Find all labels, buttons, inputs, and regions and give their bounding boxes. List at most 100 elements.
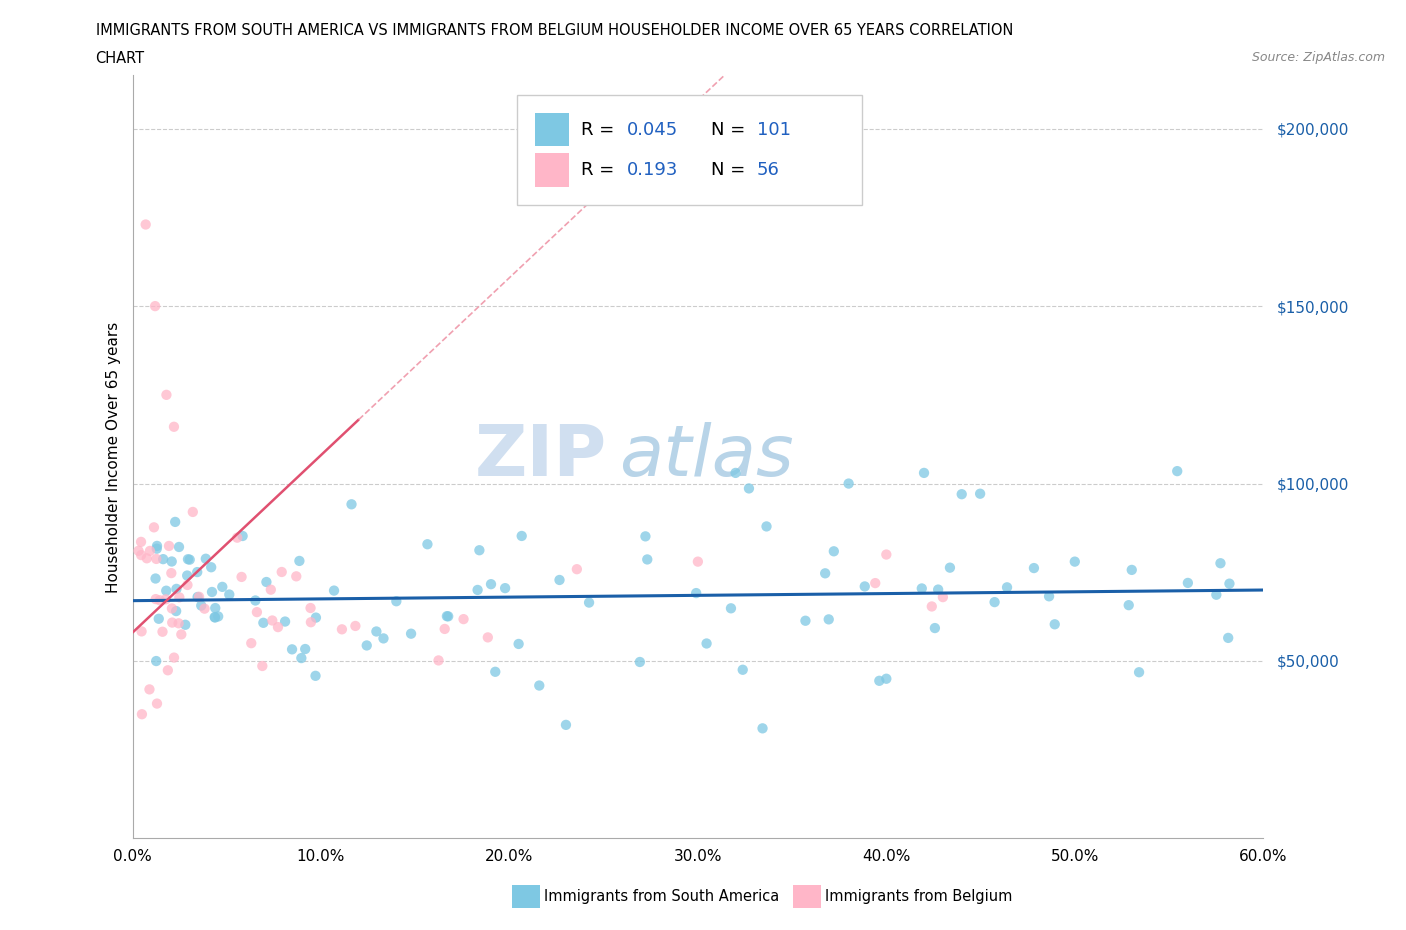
Text: 0.045: 0.045 <box>627 121 678 139</box>
Point <box>868 673 890 688</box>
FancyBboxPatch shape <box>517 95 862 206</box>
Point <box>548 573 571 588</box>
FancyBboxPatch shape <box>536 153 569 187</box>
Point <box>167 616 190 631</box>
Text: R =: R = <box>582 121 620 139</box>
Point <box>193 601 215 616</box>
Point <box>135 217 157 232</box>
Point <box>305 610 328 625</box>
Point <box>145 591 167 606</box>
Point <box>385 593 408 608</box>
Point <box>484 664 506 679</box>
Point <box>686 554 709 569</box>
Point <box>174 618 197 632</box>
Point <box>128 543 150 558</box>
Point <box>170 627 193 642</box>
Point <box>494 580 516 595</box>
Point <box>290 651 312 666</box>
Point <box>270 565 292 579</box>
Point <box>218 587 240 602</box>
Point <box>204 601 226 616</box>
Point <box>152 551 174 566</box>
Point <box>138 682 160 697</box>
Point <box>823 544 845 559</box>
Point <box>145 654 167 669</box>
Point <box>751 721 773 736</box>
Point <box>254 575 277 590</box>
Point <box>1205 587 1227 602</box>
Point <box>685 586 707 601</box>
Point <box>146 697 169 711</box>
Point <box>148 611 170 626</box>
Point <box>194 551 217 566</box>
Point <box>160 615 183 630</box>
Point <box>145 541 167 556</box>
Point <box>232 528 254 543</box>
Text: Immigrants from South America: Immigrants from South America <box>544 889 779 904</box>
Point <box>479 577 502 591</box>
Point <box>285 569 308 584</box>
Point <box>1022 561 1045 576</box>
Point <box>163 419 186 434</box>
Text: N =: N = <box>711 161 751 179</box>
Text: 101: 101 <box>756 121 790 139</box>
Point <box>433 621 456 636</box>
Point <box>924 620 946 635</box>
Point <box>578 595 600 610</box>
Point <box>129 535 152 550</box>
Point <box>510 528 533 543</box>
Point <box>135 551 157 565</box>
Point <box>240 636 263 651</box>
Point <box>155 583 177 598</box>
Point <box>437 609 460 624</box>
Point <box>794 613 817 628</box>
Point <box>160 565 183 580</box>
Point <box>226 530 249 545</box>
Text: 0.193: 0.193 <box>627 161 678 179</box>
Point <box>853 579 876 594</box>
Point <box>165 604 187 618</box>
Point <box>252 616 274 631</box>
Point <box>356 638 378 653</box>
Point <box>330 622 353 637</box>
Point <box>696 636 718 651</box>
Point <box>565 562 588 577</box>
Point <box>416 537 439 551</box>
Point <box>149 592 172 607</box>
Point <box>207 609 229 624</box>
Point <box>187 590 209 604</box>
Text: Immigrants from Belgium: Immigrants from Belgium <box>825 889 1012 904</box>
Point <box>1128 665 1150 680</box>
Point <box>163 650 186 665</box>
Point <box>245 593 267 608</box>
FancyBboxPatch shape <box>536 113 569 146</box>
Point <box>190 598 212 613</box>
Point <box>1038 589 1060 604</box>
Point <box>143 520 166 535</box>
Point <box>969 486 991 501</box>
Y-axis label: Householder Income Over 65 years: Householder Income Over 65 years <box>107 322 121 592</box>
Point <box>166 581 188 596</box>
Point <box>817 612 839 627</box>
Point <box>186 565 208 579</box>
Point <box>176 578 198 592</box>
Point <box>1218 577 1240 591</box>
Point <box>738 481 761 496</box>
Point <box>366 624 388 639</box>
Point <box>145 571 167 586</box>
Text: N =: N = <box>711 121 751 139</box>
Point <box>1209 556 1232 571</box>
Point <box>200 560 222 575</box>
Point <box>939 560 962 575</box>
Point <box>145 551 167 566</box>
Point <box>875 547 897 562</box>
Point <box>508 636 530 651</box>
Text: IMMIGRANTS FROM SOUTH AMERICA VS IMMIGRANTS FROM BELGIUM HOUSEHOLDER INCOME OVER: IMMIGRANTS FROM SOUTH AMERICA VS IMMIGRA… <box>96 23 1012 38</box>
Point <box>152 624 174 639</box>
Point <box>155 591 177 606</box>
Point <box>274 614 297 629</box>
Point <box>921 599 943 614</box>
Point <box>160 601 183 616</box>
Point <box>179 552 201 567</box>
Point <box>204 610 226 625</box>
